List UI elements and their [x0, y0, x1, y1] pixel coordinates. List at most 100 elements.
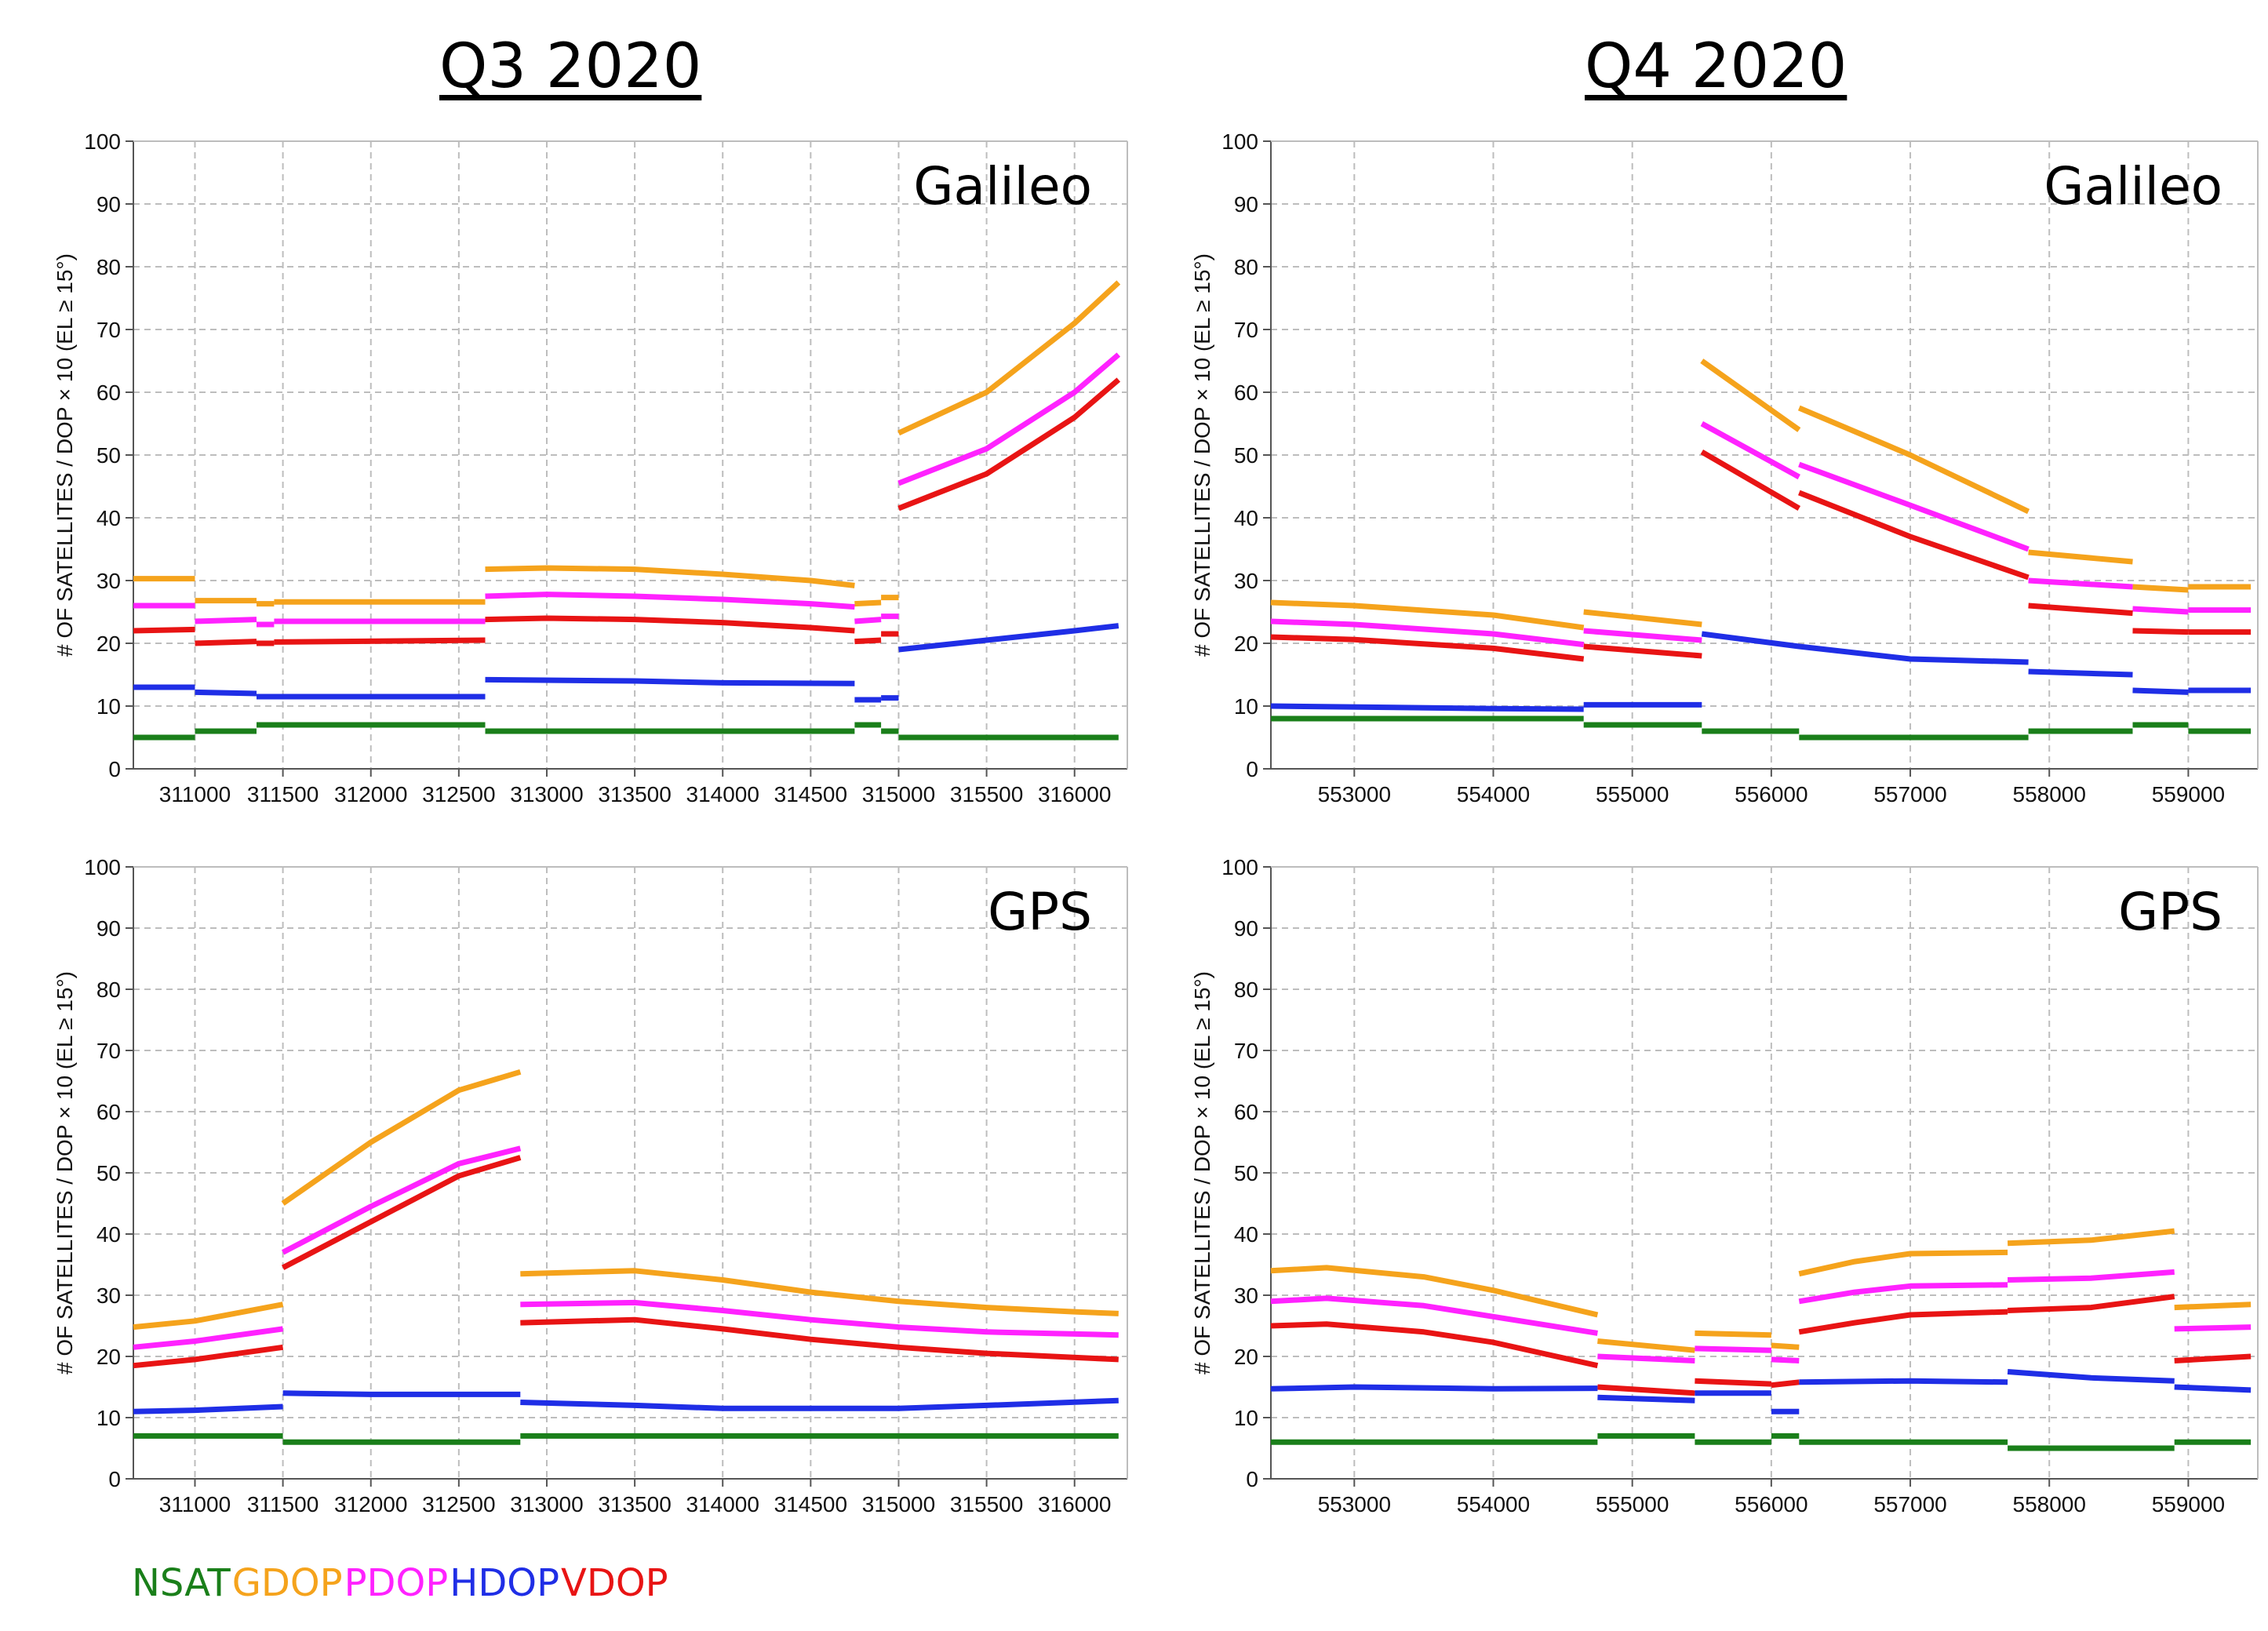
y-tick-label: 10 [1234, 694, 1258, 719]
legend-gdop: GDOP [231, 1561, 343, 1605]
x-tick-label: 311000 [159, 1492, 231, 1516]
y-tick-label: 50 [1234, 1161, 1258, 1185]
series-gdop [1270, 359, 2252, 631]
x-tick-label: 314500 [774, 782, 847, 806]
series-segment-vdop [2007, 1294, 2175, 1313]
series-segment-vdop [2028, 603, 2133, 617]
series-segment-vdop [520, 1316, 1119, 1363]
y-tick-label: 100 [1221, 855, 1258, 879]
y-tick-label: 80 [96, 255, 121, 279]
y-tick-label: 90 [96, 916, 121, 941]
series-segment-pdop [1695, 1345, 1771, 1353]
x-tick-label: 311500 [247, 1492, 319, 1516]
series-nsat [133, 722, 1119, 741]
x-tick-label: 558000 [2013, 782, 2086, 806]
quarter-title-q4: Q4 2020 [1585, 31, 1848, 102]
y-tick-label: 80 [96, 978, 121, 1002]
chart-q3-galileo: 0 10 20 30 40 50 60 70 80 90 100 311000 311500 312000… [53, 129, 1128, 806]
series-segment-vdop [2174, 1353, 2252, 1363]
series-nsat [1271, 1433, 2252, 1451]
series-segment-gdop [1270, 1265, 1599, 1318]
series-vdop [133, 377, 1121, 646]
y-axis-label: # OF SATELLITES / DOP × 10 (EL ≥ 15°) [53, 253, 77, 657]
series-segment-gdop [2007, 1228, 2175, 1247]
x-tick-label: 556000 [1735, 1492, 1807, 1516]
y-tick-label: 30 [1234, 1283, 1258, 1308]
y-tick-label: 0 [108, 1467, 121, 1491]
x-tick-label: 554000 [1457, 782, 1530, 806]
x-tick-label: 314000 [686, 782, 759, 806]
series-pdop [133, 1145, 1119, 1350]
series-segment-pdop [854, 617, 882, 624]
series-segment-pdop [1270, 1295, 1598, 1336]
series-segment-hdop [520, 1397, 1119, 1411]
y-tick-label: 10 [96, 694, 121, 719]
series-segment-gdop [281, 1069, 522, 1206]
series-segment-vdop [1270, 1321, 1599, 1369]
x-tick-label: 555000 [1596, 782, 1669, 806]
legend-hdop: HDOP [450, 1561, 560, 1605]
x-tick-label: 553000 [1318, 1492, 1391, 1516]
system-label: Galileo [913, 156, 1092, 217]
chart-q4-gps: 0 10 20 30 40 50 60 70 80 90 100 553000 554000 555000… [1190, 855, 2259, 1516]
series-segment-pdop [2008, 1269, 2175, 1283]
y-tick-label: 40 [96, 1222, 121, 1247]
series-pdop [1270, 420, 2252, 648]
series-segment-hdop [1270, 1384, 1598, 1392]
system-label: GPS [2118, 882, 2222, 942]
system-label: GPS [988, 882, 1092, 942]
legend-pdop: PDOP [344, 1561, 449, 1605]
series-segment-pdop [2174, 1324, 2252, 1332]
series-nsat [133, 1433, 1119, 1445]
x-tick-label: 558000 [2013, 1492, 2086, 1516]
series-segment-pdop [897, 352, 1121, 486]
series-segment-gdop [1583, 609, 1702, 628]
series-gdop [1270, 1228, 2252, 1353]
x-tick-label: 559000 [2152, 1492, 2225, 1516]
series-segment-gdop [1798, 1249, 2008, 1277]
x-tick-label: 315000 [862, 782, 935, 806]
series-segment-pdop [485, 592, 855, 610]
series-segment-gdop [1695, 1330, 1771, 1338]
series-segment-pdop [520, 1299, 1119, 1338]
y-tick-label: 50 [1234, 443, 1258, 468]
series-segment-vdop [897, 377, 1121, 512]
x-tick-label: 559000 [2152, 782, 2225, 806]
x-tick-label: 315500 [950, 1492, 1023, 1516]
series-segment-gdop [2132, 584, 2189, 593]
series-segment-pdop [1597, 1353, 1695, 1363]
series-segment-gdop [1270, 599, 1585, 631]
y-tick-label: 70 [1234, 318, 1258, 342]
series-segment-pdop [1700, 420, 1800, 480]
y-tick-label: 20 [1234, 1345, 1258, 1369]
x-tick-label: 312000 [334, 1492, 407, 1516]
y-tick-label: 0 [1246, 757, 1258, 781]
series-segment-vdop [133, 1344, 284, 1369]
y-tick-label: 50 [96, 443, 121, 468]
series-segment-gdop [897, 280, 1121, 436]
y-tick-label: 90 [1234, 916, 1258, 941]
series-segment-vdop [1771, 1379, 1800, 1389]
series-segment-pdop [1583, 628, 1702, 643]
series-segment-vdop [274, 637, 486, 645]
y-tick-label: 40 [96, 506, 121, 530]
y-tick-label: 50 [96, 1161, 121, 1185]
series-segment-pdop [133, 1326, 284, 1350]
x-tick-label: 314500 [774, 1492, 847, 1516]
series-segment-pdop [2028, 577, 2133, 590]
y-tick-label: 40 [1234, 506, 1258, 530]
system-label: Galileo [2044, 156, 2222, 217]
series-segment-hdop [195, 689, 257, 697]
y-tick-label: 30 [96, 569, 121, 593]
x-tick-label: 311500 [247, 782, 319, 806]
series-segment-pdop [1798, 461, 2030, 552]
series-vdop [133, 1155, 1119, 1369]
series-nsat [1271, 715, 2252, 741]
series-segment-pdop [1270, 618, 1585, 648]
series-hdop [133, 623, 1119, 703]
x-tick-label: 312500 [422, 782, 495, 806]
series-segment-vdop [1270, 634, 1585, 662]
series-segment-hdop [1597, 1394, 1695, 1403]
x-tick-label: 313500 [598, 782, 671, 806]
x-tick-label: 316000 [1038, 1492, 1111, 1516]
